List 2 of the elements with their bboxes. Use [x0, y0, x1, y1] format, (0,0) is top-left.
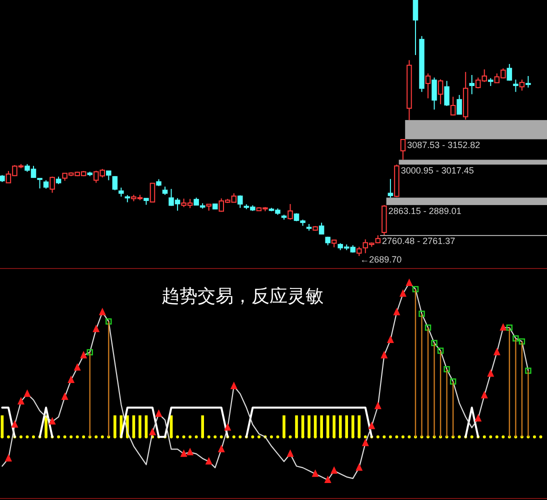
title: 趋势交易，反应灵敏 [161, 286, 324, 306]
annotation: ←2689.70 [360, 254, 402, 264]
